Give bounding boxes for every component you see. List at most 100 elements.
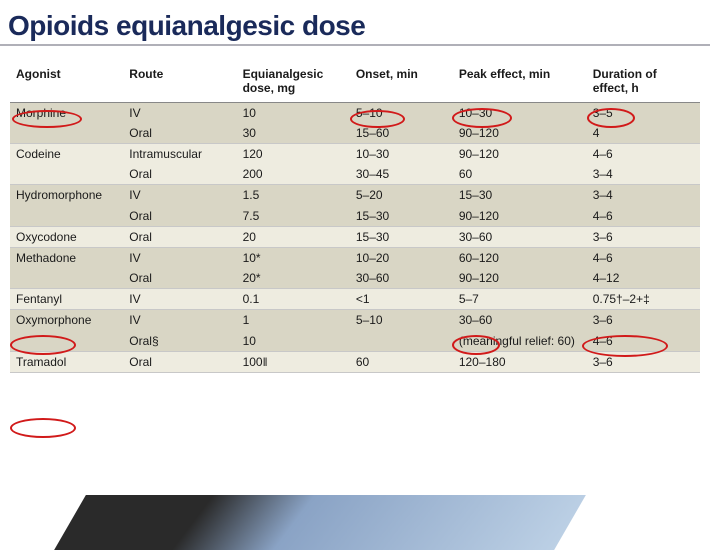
data-cell: 10 xyxy=(237,331,350,352)
column-header: Duration of effect, h xyxy=(587,64,700,102)
decorative-swoosh xyxy=(70,495,570,550)
agonist-cell xyxy=(10,331,123,352)
data-cell: 5–10 xyxy=(350,310,453,331)
agonist-cell: Morphine xyxy=(10,102,123,123)
data-cell: 15–60 xyxy=(350,123,453,144)
table-row: Oral§10 (meaningful relief: 60)4–6 xyxy=(10,331,700,352)
data-cell: 30–45 xyxy=(350,164,453,185)
table-row: TramadolOral100‖60120–1803–6 xyxy=(10,351,700,372)
data-cell: 10–30 xyxy=(453,102,587,123)
data-cell: 3–6 xyxy=(587,351,700,372)
equianalgesic-table: AgonistRouteEquianalgesic dose, mgOnset,… xyxy=(10,64,700,373)
column-header: Onset, min xyxy=(350,64,453,102)
data-cell: 90–120 xyxy=(453,143,587,164)
data-cell: 120–180 xyxy=(453,351,587,372)
data-cell: 15–30 xyxy=(350,206,453,227)
data-cell: 1 xyxy=(237,310,350,331)
data-cell: 90–120 xyxy=(453,206,587,227)
data-cell: 200 xyxy=(237,164,350,185)
data-cell: 3–4 xyxy=(587,164,700,185)
data-cell: 15–30 xyxy=(453,185,587,206)
annotation-oval xyxy=(10,418,76,438)
data-cell: 3–4 xyxy=(587,185,700,206)
data-cell: IV xyxy=(123,289,236,310)
table-row: MorphineIV105–1010–303–5 xyxy=(10,102,700,123)
table-row: HydromorphoneIV1.55–2015–303–4 xyxy=(10,185,700,206)
table-header: AgonistRouteEquianalgesic dose, mgOnset,… xyxy=(10,64,700,102)
data-cell: IV xyxy=(123,185,236,206)
data-cell: 3–6 xyxy=(587,310,700,331)
data-cell: 5–20 xyxy=(350,185,453,206)
table-row: Oral20*30–6090–1204–12 xyxy=(10,268,700,289)
table-row: CodeineIntramuscular12010–3090–1204–6 xyxy=(10,143,700,164)
agonist-cell: Methadone xyxy=(10,247,123,268)
data-cell: Oral xyxy=(123,206,236,227)
data-cell: 4 xyxy=(587,123,700,144)
agonist-cell xyxy=(10,206,123,227)
table-row: OxycodoneOral2015–3030–603–6 xyxy=(10,226,700,247)
data-cell: 20* xyxy=(237,268,350,289)
data-cell: Oral xyxy=(123,351,236,372)
data-cell: 90–120 xyxy=(453,123,587,144)
table-row: Oral20030–45603–4 xyxy=(10,164,700,185)
data-cell: 60 xyxy=(350,351,453,372)
data-cell: 4–6 xyxy=(587,206,700,227)
data-cell: IV xyxy=(123,310,236,331)
agonist-cell: Fentanyl xyxy=(10,289,123,310)
data-cell: 4–6 xyxy=(587,143,700,164)
column-header: Agonist xyxy=(10,64,123,102)
data-cell: 10* xyxy=(237,247,350,268)
data-cell: 0.75†–2+‡ xyxy=(587,289,700,310)
agonist-cell: Hydromorphone xyxy=(10,185,123,206)
data-cell: Oral xyxy=(123,164,236,185)
data-cell: 120 xyxy=(237,143,350,164)
data-cell: Oral xyxy=(123,268,236,289)
data-cell: 4–6 xyxy=(587,331,700,352)
table-row: OxymorphoneIV15–1030–603–6 xyxy=(10,310,700,331)
table-body: MorphineIV105–1010–303–5Oral3015–6090–12… xyxy=(10,102,700,372)
column-header: Peak effect, min xyxy=(453,64,587,102)
agonist-cell: Oxymorphone xyxy=(10,310,123,331)
data-cell: 30–60 xyxy=(453,226,587,247)
column-header: Route xyxy=(123,64,236,102)
data-cell: 60 xyxy=(453,164,587,185)
table-row: FentanylIV0.1<15–70.75†–2+‡ xyxy=(10,289,700,310)
table-row: Oral7.515–3090–1204–6 xyxy=(10,206,700,227)
data-cell: Oral xyxy=(123,226,236,247)
data-cell: 10 xyxy=(237,102,350,123)
data-cell: 4–6 xyxy=(587,247,700,268)
data-cell: Intramuscular xyxy=(123,143,236,164)
data-cell: 15–30 xyxy=(350,226,453,247)
data-cell: Oral§ xyxy=(123,331,236,352)
agonist-cell: Codeine xyxy=(10,143,123,164)
data-cell: 20 xyxy=(237,226,350,247)
agonist-cell: Oxycodone xyxy=(10,226,123,247)
column-header: Equianalgesic dose, mg xyxy=(237,64,350,102)
data-cell: 0.1 xyxy=(237,289,350,310)
agonist-cell xyxy=(10,268,123,289)
agonist-cell: Tramadol xyxy=(10,351,123,372)
data-cell: 90–120 xyxy=(453,268,587,289)
data-cell: 5–10 xyxy=(350,102,453,123)
data-cell xyxy=(350,331,453,352)
data-cell: (meaningful relief: 60) xyxy=(453,331,587,352)
data-cell: 10–20 xyxy=(350,247,453,268)
table-row: Oral3015–6090–1204 xyxy=(10,123,700,144)
data-cell: <1 xyxy=(350,289,453,310)
data-cell: 10–30 xyxy=(350,143,453,164)
data-cell: 4–12 xyxy=(587,268,700,289)
data-cell: IV xyxy=(123,247,236,268)
data-cell: 60–120 xyxy=(453,247,587,268)
data-cell: 5–7 xyxy=(453,289,587,310)
data-cell: 3–6 xyxy=(587,226,700,247)
data-cell: 30–60 xyxy=(350,268,453,289)
data-cell: 100‖ xyxy=(237,351,350,372)
table-row: MethadoneIV10*10–2060–1204–6 xyxy=(10,247,700,268)
data-cell: 7.5 xyxy=(237,206,350,227)
page-title: Opioids equianalgesic dose xyxy=(0,0,710,46)
data-cell: 30 xyxy=(237,123,350,144)
data-cell: 1.5 xyxy=(237,185,350,206)
data-cell: 3–5 xyxy=(587,102,700,123)
agonist-cell xyxy=(10,123,123,144)
agonist-cell xyxy=(10,164,123,185)
